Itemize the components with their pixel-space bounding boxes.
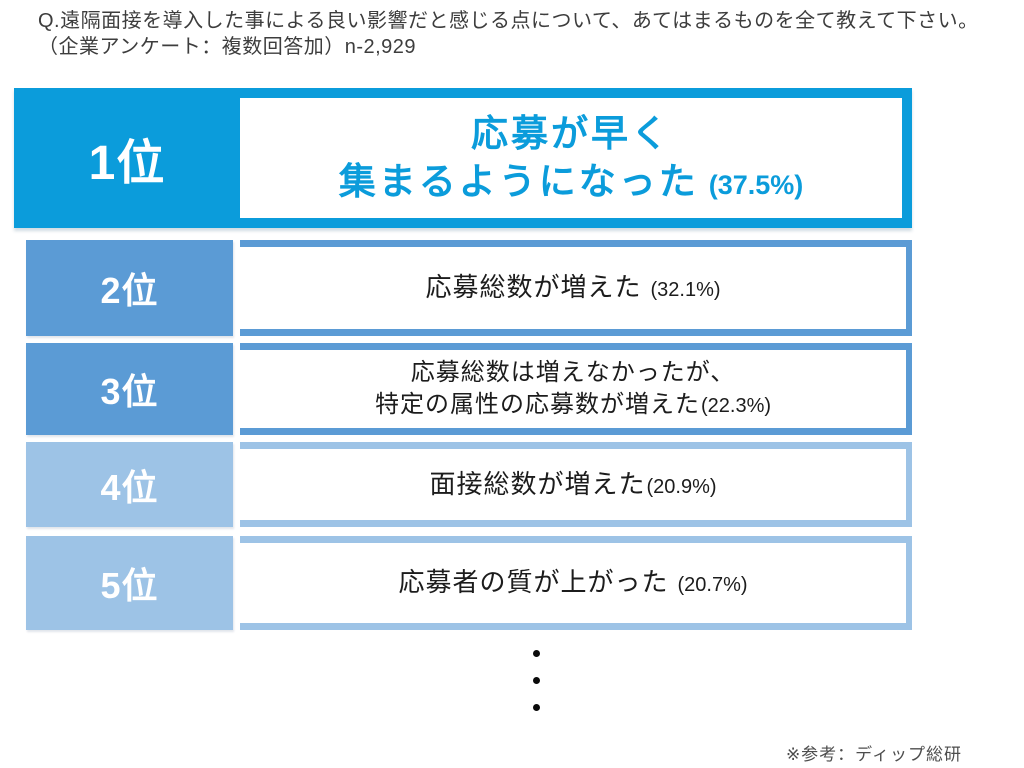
rank-5-percentage: (20.7%): [677, 574, 748, 597]
rank-3-answer-line-2: 特定の属性の応募数が増えた(22.3%): [374, 391, 772, 418]
rank-row-1: 1位 応募が早く 集まるようになった (37.5%): [14, 88, 912, 228]
rank-3-answer: 応募総数は増えなかったが、 特定の属性の応募数が増えた(22.3%): [240, 343, 912, 435]
rank-1-answer-line-1: 応募が早く: [471, 112, 671, 154]
rank-4-badge: 4位: [26, 442, 233, 527]
rank-1-badge: 1位: [88, 137, 166, 190]
ellipsis-dot-icon: [532, 650, 540, 657]
rank-1-answer-line-2: 集まるようになった (37.5%): [338, 161, 804, 202]
rank-5-answer-line-1: 応募者の質が上がった (20.7%): [398, 567, 748, 598]
rank-3-answer-line-1: 応募総数は増えなかったが、: [410, 358, 736, 386]
rank-row-2: 2位 応募総数が増えた (32.1%): [26, 240, 912, 336]
rank-5-answer: 応募者の質が上がった (20.7%): [240, 536, 912, 630]
rank-2-answer-line-1: 応募総数が増えた (32.1%): [425, 272, 721, 303]
rank-3-percentage: (22.3%): [700, 395, 772, 417]
truncation-ellipsis: [524, 650, 548, 731]
rank-4-percentage: (20.9%): [646, 475, 717, 498]
rank-row-4: 4位 面接総数が増えた(20.9%): [26, 442, 912, 527]
ellipsis-dot-icon: [532, 677, 540, 684]
rank-2-percentage: (32.1%): [650, 279, 721, 302]
source-reference: ※参考：ディップ総研: [785, 745, 962, 764]
rank-row-5: 5位 応募者の質が上がった (20.7%): [26, 536, 912, 630]
rank-2-badge: 2位: [26, 240, 233, 336]
rank-1-answer: 応募が早く 集まるようになった (37.5%): [240, 98, 902, 218]
rank-2-answer: 応募総数が増えた (32.1%): [240, 240, 912, 336]
rank-3-badge: 3位: [26, 343, 233, 435]
rank-row-3: 3位 応募総数は増えなかったが、 特定の属性の応募数が増えた(22.3%): [26, 343, 912, 435]
rank-4-answer-line-1: 面接総数が増えた(20.9%): [429, 468, 717, 499]
rank-4-answer: 面接総数が増えた(20.9%): [240, 442, 912, 527]
survey-question-header: Q.遠隔面接を導入した事による良い影響だと感じる点について、あてはまるものを全て…: [38, 10, 979, 59]
ellipsis-dot-icon: [532, 704, 540, 711]
rank-5-badge: 5位: [26, 536, 233, 630]
rank-1-percentage: (37.5%): [708, 170, 804, 200]
